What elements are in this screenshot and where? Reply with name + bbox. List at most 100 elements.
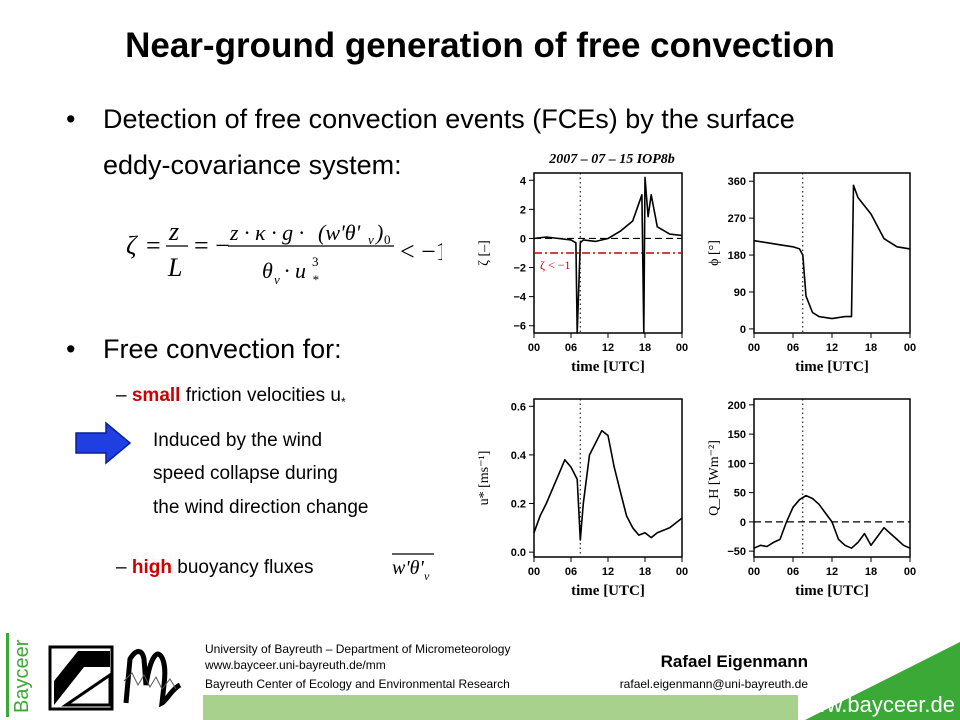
svg-text:www.bayceer.de: www.bayceer.de <box>795 692 955 717</box>
x-tick-label: 18 <box>639 566 651 578</box>
micrometeorology-logo <box>123 649 182 708</box>
x-tick-label: 18 <box>639 342 651 354</box>
y-tick-label: −4 <box>513 292 526 304</box>
svg-text:= −: = − <box>194 231 230 260</box>
bullet-dot-2: • <box>66 334 76 364</box>
series-line <box>533 176 683 334</box>
y-tick-label: −6 <box>513 321 526 333</box>
x-tick-label: 12 <box>826 566 838 578</box>
y-tick-label: 150 <box>728 429 746 441</box>
y-tick-label: 0.0 <box>511 547 526 559</box>
footer-author-name: Rafael Eigenmann <box>660 652 808 671</box>
svg-text:3: 3 <box>312 254 319 269</box>
y-tick-label: 180 <box>728 250 746 262</box>
bullet-dot-1: • <box>66 104 76 134</box>
svg-text:< −1: < −1 <box>400 237 442 266</box>
bullet-2: Free convection for: <box>103 334 342 364</box>
series-line <box>753 184 911 320</box>
svg-text:v: v <box>274 272 280 287</box>
y-tick-label: −50 <box>727 546 746 558</box>
svg-text:θ: θ <box>262 258 273 283</box>
x-tick-label: 18 <box>865 566 877 578</box>
y-tick-label: 0 <box>740 324 746 336</box>
x-tick-label: 06 <box>787 342 799 354</box>
y-axis-label: u* [ms⁻¹] <box>477 451 492 506</box>
footer-university: University of Bayreuth – Department of M… <box>205 642 511 656</box>
y-tick-label: 270 <box>728 213 746 225</box>
svg-text:Bayceer: Bayceer <box>11 639 33 713</box>
bayceer-web-logo: www.bayceer.de <box>795 642 960 720</box>
arrow-text-line-1: Induced by the wind <box>153 430 323 451</box>
x-tick-label: 12 <box>826 342 838 354</box>
y-tick-label: 200 <box>728 400 746 412</box>
x-tick-label: 00 <box>748 566 760 578</box>
bullet-1-line-2: eddy-covariance system: <box>103 150 402 180</box>
footer-center: Bayreuth Center of Ecology and Environme… <box>205 677 510 691</box>
svg-text:v: v <box>368 232 374 247</box>
footer-green-bar <box>203 695 798 720</box>
university-logo <box>48 645 114 711</box>
plot-frame <box>753 172 911 334</box>
x-tick-label: 00 <box>904 566 916 578</box>
x-tick-label: 12 <box>602 342 614 354</box>
slide-title: Near-ground generation of free convectio… <box>125 26 835 65</box>
y-axis-label: ϕ [°] <box>707 240 722 266</box>
y-tick-label: 0 <box>740 517 746 529</box>
stability-formula: ζ = z L = − z · κ · g · (w'θ' v ) 0 θ v … <box>126 217 442 287</box>
x-tick-label: 00 <box>528 342 540 354</box>
x-tick-label: 00 <box>904 342 916 354</box>
bullet-1-line-1: Detection of free convection events (FCE… <box>103 104 795 134</box>
footer-url[interactable]: www.bayceer.uni-bayreuth.de/mm <box>205 658 386 672</box>
x-tick-label: 00 <box>676 342 688 354</box>
x-tick-label: 12 <box>602 566 614 578</box>
x-tick-label: 06 <box>787 566 799 578</box>
svg-text:· u: · u <box>284 258 306 283</box>
svg-text:L: L <box>167 253 182 282</box>
x-axis-label: time [UTC] <box>795 359 869 375</box>
y-tick-label: 0.6 <box>511 401 526 413</box>
y-tick-label: −2 <box>513 263 526 275</box>
sub-item-small-friction: – small friction velocities u* <box>116 385 346 409</box>
y-tick-label: 0.2 <box>511 499 526 511</box>
svg-text:ζ: ζ <box>126 231 138 260</box>
y-tick-label: 90 <box>734 287 746 299</box>
arrow-text-line-2: speed collapse during <box>153 463 338 484</box>
svg-text:): ) <box>374 220 383 245</box>
chart-title: 2007 – 07 – 15 IOP8b <box>548 152 675 167</box>
buoyancy-flux-symbol: w'θ' v <box>392 553 434 583</box>
arrow-text-line-3: the wind direction change <box>153 497 369 518</box>
x-tick-label: 00 <box>528 566 540 578</box>
x-tick-label: 06 <box>565 342 577 354</box>
x-axis-label: time [UTC] <box>571 583 645 599</box>
y-tick-label: 0.4 <box>511 450 527 462</box>
svg-text:=: = <box>146 231 161 260</box>
series-line <box>753 494 911 549</box>
bayceer-side-logo: Bayceer <box>6 633 33 717</box>
y-tick-label: 4 <box>520 175 527 187</box>
plot-frame <box>753 398 911 558</box>
footer-email[interactable]: rafael.eigenmann@uni-bayreuth.de <box>619 677 808 691</box>
y-tick-label: 0 <box>520 233 526 245</box>
y-axis-label: ζ [–] <box>477 240 492 266</box>
x-tick-label: 00 <box>676 566 688 578</box>
y-tick-label: 100 <box>728 458 746 470</box>
y-axis-label: Q_H [Wm⁻²] <box>707 440 722 516</box>
x-tick-label: 06 <box>565 566 577 578</box>
svg-text:w'θ': w'θ' <box>392 557 424 579</box>
y-tick-label: 360 <box>728 176 746 188</box>
right-arrow-icon <box>75 421 132 465</box>
annotation-label: ζ < −1 <box>540 258 571 272</box>
x-tick-label: 00 <box>748 342 760 354</box>
series-line <box>533 429 683 541</box>
svg-text:v: v <box>424 569 430 583</box>
x-axis-label: time [UTC] <box>795 583 869 599</box>
svg-text:z · κ · g ·: z · κ · g · <box>229 220 304 245</box>
svg-text:*: * <box>312 272 319 287</box>
x-tick-label: 18 <box>865 342 877 354</box>
footer: Bayceer University of Bayreuth – Departm… <box>0 624 960 720</box>
y-tick-label: 50 <box>734 488 746 500</box>
x-axis-label: time [UTC] <box>571 359 645 375</box>
